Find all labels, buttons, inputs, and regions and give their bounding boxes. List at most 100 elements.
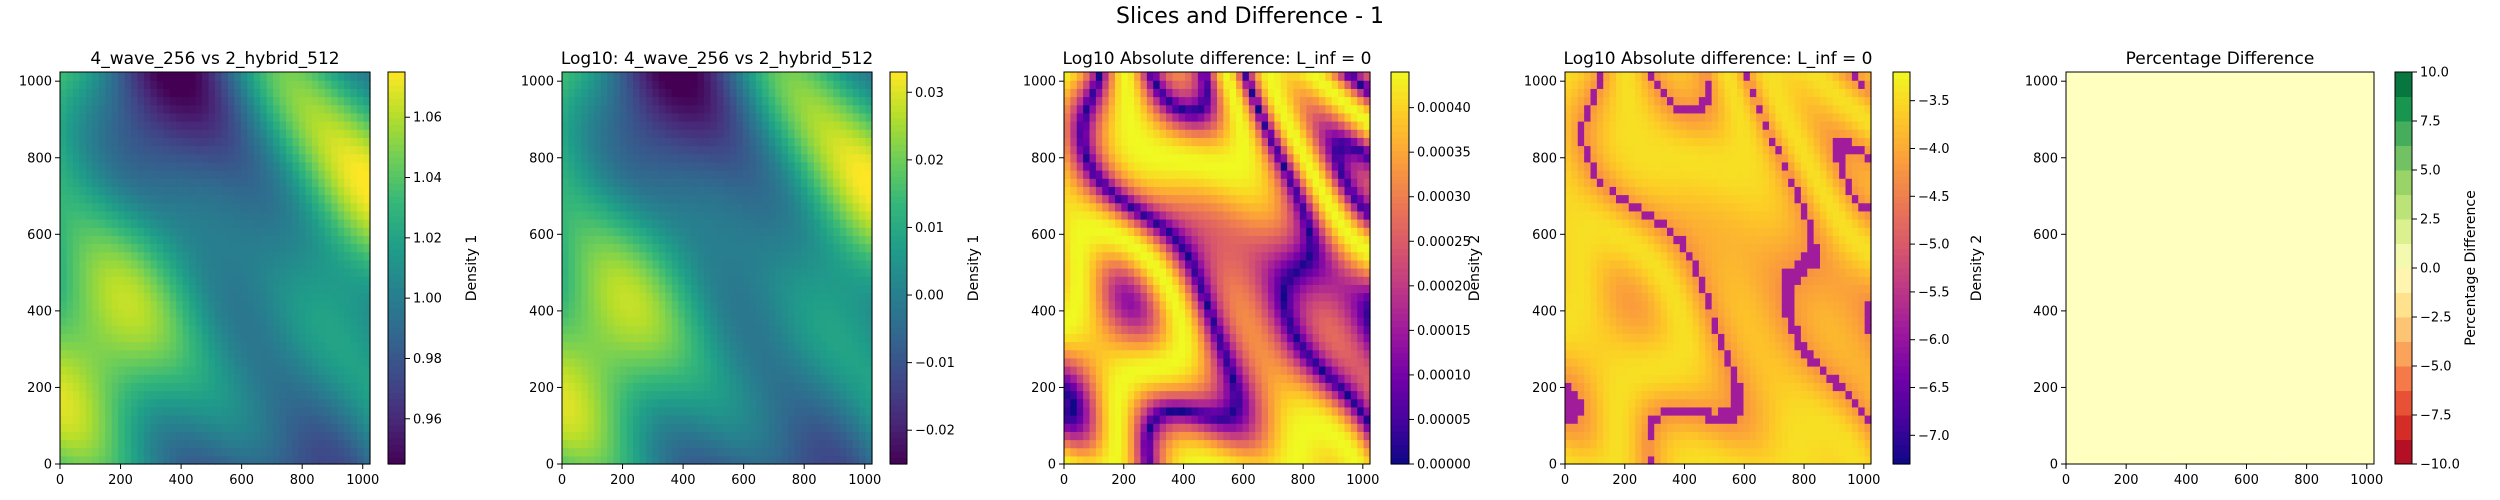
heatmap-cell	[85, 96, 93, 106]
heatmap-cell	[98, 398, 106, 408]
heatmap-cell	[72, 406, 80, 416]
y-tick-label: 0	[546, 458, 554, 473]
heatmap-cell	[350, 202, 358, 212]
heatmap-cell	[652, 357, 660, 367]
heatmap-cell	[260, 439, 268, 449]
heatmap-cell	[279, 202, 287, 212]
heatmap-cell	[684, 88, 692, 98]
heatmap-cell	[1242, 447, 1250, 457]
heatmap-cell	[639, 219, 647, 228]
heatmap-cell	[98, 219, 106, 228]
heatmap-cell	[581, 423, 589, 432]
heatmap-cell	[363, 276, 371, 285]
heatmap-cell	[266, 455, 274, 465]
heatmap-cell	[1350, 447, 1358, 457]
heatmap-cell	[221, 325, 229, 334]
heatmap-cell	[574, 259, 582, 269]
heatmap-cell	[600, 455, 608, 465]
heatmap-cell	[684, 129, 692, 138]
heatmap-cell	[768, 455, 776, 465]
heatmap-cell	[581, 317, 589, 326]
heatmap-cell	[350, 72, 358, 81]
heatmap-cell	[124, 186, 132, 196]
heatmap-cell	[202, 268, 210, 277]
colorbar-band	[890, 85, 907, 93]
heatmap-cell	[311, 194, 319, 204]
heatmap-cell	[794, 235, 802, 245]
heatmap-cell	[762, 210, 770, 220]
heatmap-cell	[143, 104, 152, 114]
colorbar-band	[388, 117, 405, 125]
heatmap-cell	[221, 382, 229, 392]
heatmap-cell	[736, 455, 744, 465]
heatmap-cell	[66, 96, 74, 106]
heatmap-cell	[156, 349, 164, 359]
heatmap-cell	[865, 308, 873, 318]
heatmap-cell	[852, 398, 860, 408]
heatmap-cell	[189, 186, 197, 196]
heatmap-cell	[318, 423, 326, 432]
heatmap-cell	[195, 194, 203, 204]
heatmap-cell	[865, 423, 873, 432]
heatmap-cell	[279, 129, 287, 138]
heatmap-cell	[131, 374, 139, 383]
heatmap-cell	[208, 366, 216, 375]
heatmap-cell	[794, 186, 802, 196]
heatmap-cell	[620, 251, 628, 261]
heatmap-cell	[357, 104, 365, 114]
heatmap-cell	[124, 406, 132, 416]
heatmap-cell	[253, 72, 261, 81]
heatmap-cell	[781, 80, 789, 89]
heatmap-cell	[691, 243, 699, 253]
heatmap-cell	[111, 439, 119, 449]
heatmap-cell	[227, 235, 235, 245]
heatmap-cell	[652, 178, 660, 187]
heatmap-cell	[833, 447, 841, 457]
heatmap-cell	[350, 333, 358, 343]
colorbar-band	[388, 385, 405, 393]
heatmap-cell	[260, 243, 268, 253]
heatmap-cell	[331, 390, 339, 400]
heatmap-cell	[717, 161, 725, 171]
heatmap-cell	[820, 292, 828, 302]
heatmap-cell	[846, 112, 854, 122]
heatmap-cell	[574, 170, 582, 179]
heatmap-cell	[626, 276, 634, 285]
heatmap-cell	[833, 88, 841, 98]
heatmap-cell	[350, 178, 358, 187]
heatmap-cell	[652, 268, 660, 277]
heatmap-cell	[208, 80, 216, 89]
heatmap-cell	[337, 284, 345, 294]
heatmap-cell	[60, 129, 68, 138]
heatmap-cell	[729, 112, 737, 122]
heatmap-cell	[292, 415, 300, 424]
heatmap-cell	[768, 104, 776, 114]
x-tick-label: 1000	[346, 473, 379, 488]
heatmap-cell	[684, 325, 692, 334]
heatmap-cell	[234, 259, 242, 269]
heatmap-cell	[344, 423, 352, 432]
heatmap-cell	[227, 96, 235, 106]
heatmap-cell	[195, 292, 203, 302]
heatmap-cell	[240, 178, 248, 187]
heatmap-cell	[215, 390, 223, 400]
heatmap-cell	[72, 227, 80, 236]
heatmap-cell	[755, 333, 763, 343]
heatmap-cell	[137, 235, 145, 245]
heatmap-cell	[626, 178, 634, 187]
heatmap-cell	[781, 349, 789, 359]
heatmap-cell	[658, 390, 666, 400]
heatmap-cell	[182, 455, 190, 465]
heatmap-cell	[202, 447, 210, 457]
heatmap-cell	[755, 145, 763, 155]
heatmap-cell	[182, 276, 190, 285]
heatmap-cell	[72, 374, 80, 383]
heatmap-cell	[775, 235, 783, 245]
heatmap-cell	[736, 447, 744, 457]
heatmap-cell	[846, 80, 854, 89]
heatmap-cell	[311, 243, 319, 253]
heatmap-cell	[678, 455, 686, 465]
heatmap-cell	[697, 325, 705, 334]
heatmap-cell	[607, 366, 615, 375]
